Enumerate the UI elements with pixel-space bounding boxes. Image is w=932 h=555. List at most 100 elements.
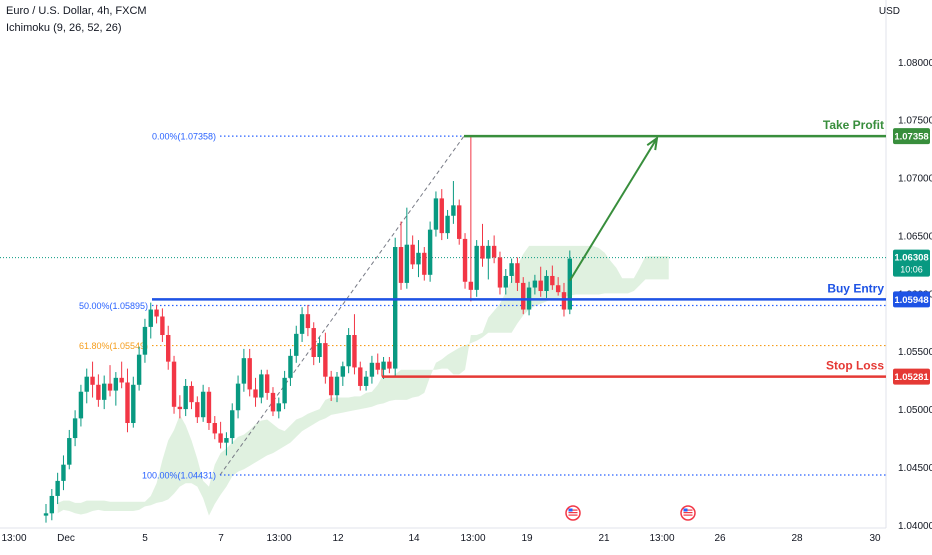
indicator-label[interactable]: Ichimoku (9, 26, 52, 26) bbox=[6, 22, 122, 34]
fib-level-label: 100.00%(1.04431) bbox=[142, 470, 216, 480]
us-event-flag-icon[interactable] bbox=[680, 505, 696, 521]
fib-level-label: 50.00%(1.05895) bbox=[79, 301, 148, 311]
candle bbox=[230, 403, 235, 444]
candle-body bbox=[235, 383, 241, 411]
candle-body bbox=[206, 391, 212, 423]
candle-body bbox=[404, 244, 410, 283]
candle bbox=[363, 370, 369, 391]
candle bbox=[375, 353, 380, 375]
candle bbox=[410, 235, 415, 270]
price-tick-label: 1.07000 bbox=[898, 174, 932, 185]
candle bbox=[166, 325, 171, 370]
candle bbox=[497, 251, 503, 295]
candle-body bbox=[503, 275, 508, 288]
candle bbox=[84, 368, 89, 404]
candle bbox=[241, 348, 247, 392]
time-tick-label: 19 bbox=[521, 533, 533, 544]
candle bbox=[550, 265, 555, 290]
us-event-flag-icon[interactable] bbox=[565, 505, 581, 521]
candle-body bbox=[270, 392, 276, 412]
candle-body bbox=[398, 247, 404, 283]
candle-body bbox=[299, 314, 305, 334]
flag-canton bbox=[568, 508, 573, 512]
candle bbox=[369, 355, 375, 384]
candle bbox=[206, 387, 212, 430]
price-tick-label: 1.05000 bbox=[898, 405, 932, 416]
candle-body bbox=[416, 252, 421, 265]
candle bbox=[457, 199, 462, 245]
candle bbox=[323, 332, 328, 384]
candle bbox=[305, 304, 311, 337]
candle-body bbox=[457, 205, 462, 239]
candle-body bbox=[509, 263, 514, 276]
candle-body bbox=[183, 385, 188, 410]
fib-level-label: 61.80%(1.05549) bbox=[79, 341, 148, 351]
flag-stripe bbox=[683, 514, 693, 516]
candle-body bbox=[96, 384, 101, 400]
candle-body bbox=[462, 238, 468, 282]
candle-body bbox=[78, 391, 84, 419]
candle-body bbox=[288, 355, 293, 378]
stop-loss-price-tag-bg bbox=[893, 368, 930, 385]
time-axis: 13:00 Dec 5 7 13:00 12 14 13:00 19 21 13:00 26 28 30 bbox=[1, 533, 881, 544]
time-tick-label: 13:00 bbox=[1, 533, 26, 544]
candle-body bbox=[486, 245, 491, 259]
candle-body bbox=[131, 384, 136, 423]
candle-body bbox=[253, 389, 258, 398]
candle bbox=[195, 396, 200, 423]
candle bbox=[486, 240, 491, 280]
candle-body bbox=[491, 245, 497, 258]
candle-body bbox=[561, 292, 567, 310]
candle-body bbox=[311, 328, 316, 358]
time-tick-label: 5 bbox=[142, 533, 148, 544]
candle-body bbox=[468, 281, 474, 290]
candle-body bbox=[102, 383, 107, 400]
flag-stripe bbox=[683, 512, 693, 514]
candle-body bbox=[259, 374, 264, 398]
candle-body bbox=[433, 198, 439, 230]
candle-body bbox=[369, 362, 375, 377]
candle-body bbox=[212, 423, 217, 434]
candle bbox=[276, 397, 281, 419]
candle bbox=[427, 221, 433, 282]
price-tick-label: 1.08000 bbox=[898, 58, 932, 69]
candle bbox=[288, 348, 293, 386]
candle bbox=[107, 365, 113, 397]
candle bbox=[387, 357, 392, 374]
candle-body bbox=[55, 480, 60, 496]
candle-body bbox=[480, 245, 485, 259]
candle-body bbox=[264, 374, 270, 393]
candle-body bbox=[166, 335, 171, 362]
candle bbox=[352, 314, 357, 375]
candle bbox=[259, 369, 264, 404]
candle bbox=[43, 504, 49, 523]
candle-body bbox=[363, 376, 369, 386]
candle bbox=[503, 269, 508, 295]
candle bbox=[480, 223, 485, 267]
current-price-text: 1.06308 bbox=[894, 253, 928, 264]
candle bbox=[212, 416, 217, 440]
candle bbox=[393, 237, 398, 377]
buy-entry-label: Buy Entry bbox=[827, 281, 884, 295]
candle bbox=[96, 374, 101, 407]
candle-body bbox=[497, 257, 503, 288]
candle-body bbox=[340, 366, 346, 377]
candle bbox=[299, 307, 305, 342]
candle-body bbox=[317, 343, 322, 358]
price-tick-label: 1.04500 bbox=[898, 463, 932, 474]
fib-level-label: 0.00%(1.07358) bbox=[152, 132, 216, 142]
candle-body bbox=[422, 252, 427, 275]
candle-body bbox=[451, 205, 456, 216]
flag-canton bbox=[683, 508, 688, 512]
candle bbox=[235, 375, 241, 419]
candle-body bbox=[189, 385, 194, 403]
candle bbox=[270, 387, 276, 417]
time-tick-label: 30 bbox=[869, 533, 881, 544]
candle-body bbox=[294, 333, 299, 356]
candle-body bbox=[555, 285, 561, 293]
candle bbox=[177, 395, 183, 419]
time-tick-label: 13:00 bbox=[649, 533, 674, 544]
